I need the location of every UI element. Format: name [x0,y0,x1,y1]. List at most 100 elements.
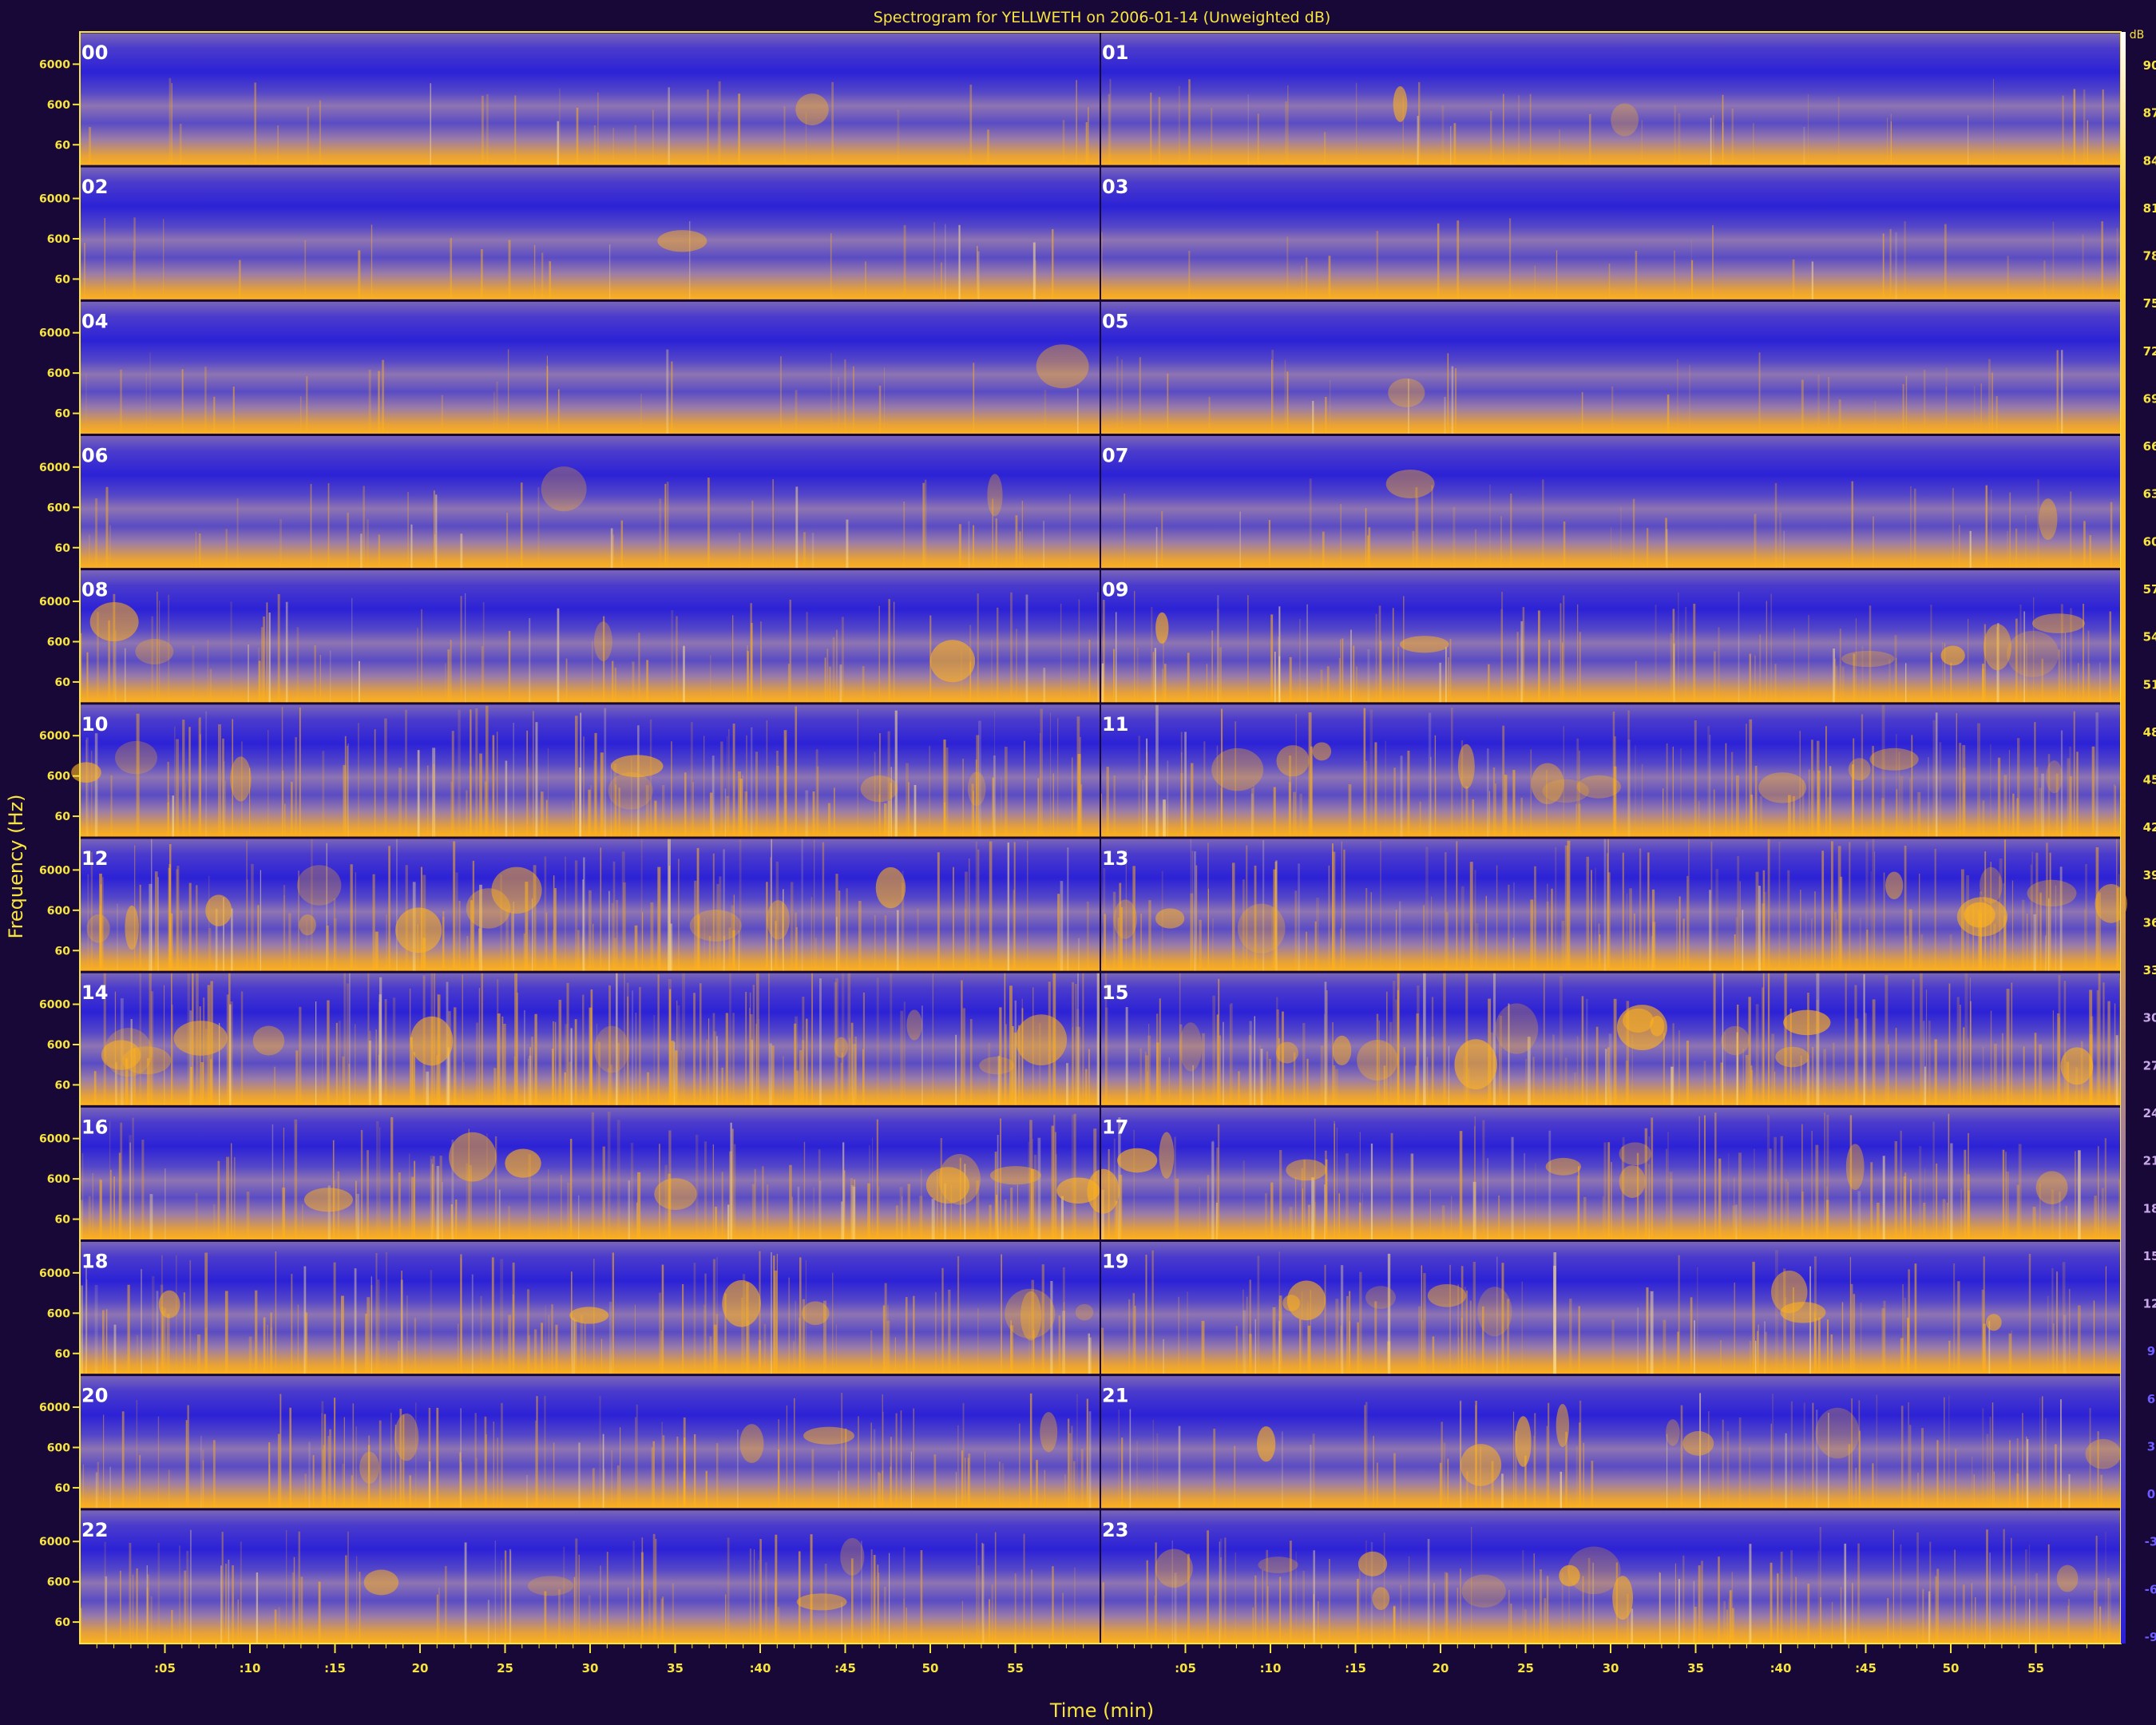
spectrogram-streak [127,1284,130,1375]
spectrogram-streak [1855,1468,1857,1509]
y-tick-label: 600 [47,636,70,648]
spectrogram-streak [2091,746,2095,838]
spectrogram-streak [749,1549,752,1644]
spectrogram-streak [790,882,794,973]
spectrogram-streak [2058,1017,2060,1107]
spectrogram-streak [274,1609,277,1644]
spectrogram-streak [668,1130,672,1241]
spectrogram-streak [867,1183,870,1241]
spectrogram-streak [574,860,578,973]
spectrogram-streak [1085,122,1088,167]
spectrogram-streak [133,1048,137,1107]
spectrogram-streak [371,224,373,301]
spectrogram-streak [1762,870,1766,973]
spectrogram-streak [1758,886,1761,973]
spectrogram-streak [378,1420,382,1509]
spectrogram-streak [1340,504,1342,569]
spectrogram-streak [2047,1295,2049,1375]
spectrogram-streak [249,767,251,838]
spectrogram-streak [632,990,634,1107]
spectrogram-streak [1192,1065,1194,1107]
spectrogram-streak [922,482,925,569]
spectrogram-streak [231,1143,232,1241]
spectrogram-streak [176,869,179,973]
spectrogram-streak [1496,1256,1498,1375]
spectrogram-streak [189,1010,192,1107]
hour-label: 03 [1102,176,1128,198]
spectrogram-streak [1928,757,1929,838]
x-tick-label: 35 [667,1661,684,1675]
spectrogram-streak [1325,396,1327,435]
spectrogram-streak [451,731,454,838]
spectrogram-event [1869,748,1919,771]
spectrogram-streak [1358,1202,1361,1241]
spectrogram-streak [794,1398,795,1509]
spectrogram-streak [479,753,482,838]
spectrogram-streak [762,1166,764,1241]
spectrogram-event [2027,879,2077,907]
spectrogram-event [1388,378,1425,407]
hour-label: 21 [1102,1385,1128,1407]
spectrogram-streak [1195,865,1198,973]
spectrogram-streak [1957,1281,1960,1375]
spectrogram-streak [1136,647,1139,704]
spectrogram-streak [1004,1199,1007,1241]
spectrogram-streak [2007,256,2009,301]
spectrogram-streak [1023,1533,1025,1644]
spectrogram-event [1155,612,1169,644]
spectrogram-streak [464,1542,467,1644]
spectrogram-streak [1646,528,1649,569]
spectrogram-streak [485,705,489,838]
spectrogram-streak [1533,1553,1535,1644]
spectrogram-streak [1922,1021,1925,1107]
spectrogram-streak [493,391,495,435]
spectrogram-streak [600,847,602,973]
spectrogram-streak [1383,1532,1385,1644]
spectrogram-streak [240,1541,242,1644]
spectrogram-streak [1213,1428,1216,1509]
spectrogram-streak [755,1024,758,1107]
spectrogram-streak [161,1255,163,1375]
spectrogram-streak [1909,1425,1912,1509]
spectrogram-streak [1890,121,1892,167]
spectrogram-streak [230,1001,233,1107]
spectrogram-event [722,1280,761,1327]
spectrogram-streak [1920,934,1924,973]
spectrogram-streak [2030,864,2032,973]
spectrogram-streak [1826,1319,1829,1375]
spectrogram-streak [436,1166,440,1241]
spectrogram-streak [1963,782,1965,838]
spectrogram-streak [318,1581,321,1644]
spectrogram-event [987,474,1003,517]
spectrogram-streak [2097,1431,2099,1509]
spectrogram-streak [1997,623,1999,704]
spectrogram-event [1956,897,2008,937]
spectrogram-streak [1075,983,1077,1107]
spectrogram-streak [1817,799,1819,838]
spectrogram-streak [1694,1320,1695,1375]
spectrogram-streak [291,1572,295,1644]
spectrogram-streak [558,999,562,1107]
spectrogram-streak [1132,866,1135,973]
spectrogram-streak [2016,1473,2019,1509]
spectrogram-streak [1956,997,1960,1107]
spectrogram-streak [355,1426,357,1509]
spectrogram-streak [1774,664,1777,704]
spectrogram-streak [1833,1042,1835,1107]
spectrogram-streak [120,369,122,435]
spectrogram-streak [1088,1049,1090,1107]
spectrogram-streak [716,1036,718,1107]
spectrogram-streak [1393,1606,1396,1644]
hour-label: 18 [81,1251,108,1273]
spectrogram-streak [260,870,261,973]
spectrogram-streak [1434,735,1437,838]
spectrogram-streak [1397,989,1399,1107]
spectrogram-streak [1908,1269,1910,1375]
spectrogram-streak [1295,1551,1297,1644]
spectrogram-streak [179,124,182,167]
spectrogram-streak [118,1152,121,1241]
spectrogram-streak [795,1301,796,1375]
spectrogram-streak [958,524,961,569]
spectrogram-streak [1888,659,1891,704]
